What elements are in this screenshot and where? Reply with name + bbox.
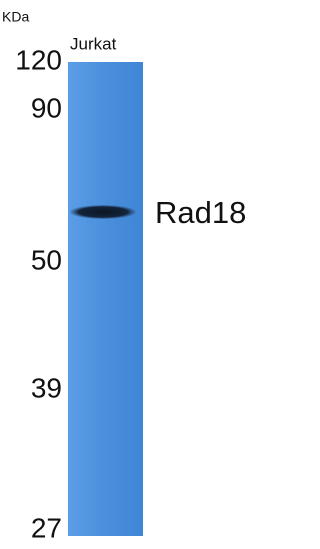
band-label: Rad18 xyxy=(155,195,246,230)
unit-label: KDa xyxy=(2,9,29,25)
marker-label: 27 xyxy=(31,512,62,543)
marker-labels: 120 90 50 39 27 xyxy=(15,44,62,543)
marker-label: 120 xyxy=(15,44,62,75)
blot-figure: KDa Jurkat Rad18 120 90 50 39 27 xyxy=(0,0,256,549)
marker-label: 39 xyxy=(31,372,62,403)
lane-label: Jurkat xyxy=(70,34,117,53)
protein-band xyxy=(70,205,136,219)
marker-label: 50 xyxy=(31,244,62,275)
marker-label: 90 xyxy=(31,92,62,123)
gel-lane xyxy=(68,62,143,536)
page: {"unit": "KDa", "lane": "Jurkat", "marke… xyxy=(0,0,256,549)
